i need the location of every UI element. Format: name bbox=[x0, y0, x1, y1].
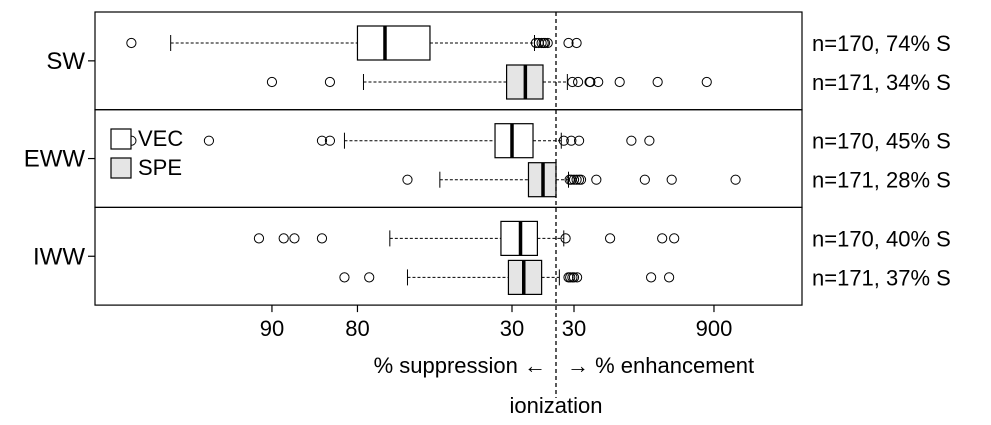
legend-swatch-vec bbox=[110, 128, 132, 150]
outlier-point bbox=[539, 37, 551, 49]
outlier-point bbox=[644, 135, 655, 146]
outlier-point bbox=[278, 233, 289, 244]
outlier-point bbox=[324, 76, 336, 88]
legend-label-spe: SPE bbox=[138, 155, 182, 180]
outlier-point bbox=[289, 233, 300, 244]
outlier-point bbox=[666, 174, 677, 185]
outlier-point bbox=[571, 272, 583, 283]
outlier-point bbox=[614, 76, 625, 88]
boxplot-spe bbox=[266, 64, 712, 100]
panel-frame bbox=[94, 206, 803, 306]
x-tick-label: 900 bbox=[696, 316, 733, 341]
outlier-point bbox=[664, 272, 675, 283]
outlier-point bbox=[566, 135, 577, 146]
outlier-point bbox=[730, 174, 741, 185]
panel-label: SW bbox=[46, 48, 85, 75]
panel-frame bbox=[94, 11, 803, 111]
boxplot-vec bbox=[126, 123, 655, 159]
row-annotation: n=170, 45% S bbox=[812, 129, 951, 154]
panel-label: IWW bbox=[33, 243, 85, 270]
x-tick-label: 90 bbox=[260, 316, 284, 341]
legend-swatch-spe bbox=[110, 157, 132, 179]
outlier-point bbox=[669, 233, 680, 244]
outlier-point bbox=[203, 135, 215, 146]
outlier-point bbox=[126, 37, 137, 49]
row-annotation: n=170, 74% S bbox=[812, 31, 951, 56]
panel-label: EWW bbox=[24, 146, 86, 173]
outlier-point bbox=[701, 76, 712, 88]
row-annotation: n=171, 28% S bbox=[812, 168, 951, 193]
outlier-point bbox=[566, 174, 577, 185]
outlier-point bbox=[266, 76, 278, 88]
outlier-point bbox=[626, 135, 637, 146]
outlier-point bbox=[604, 233, 616, 244]
outlier-point bbox=[593, 76, 604, 88]
outlier-point bbox=[324, 135, 336, 146]
box-iqr bbox=[494, 123, 534, 159]
legend-label-vec: VEC bbox=[138, 126, 183, 151]
outlier-point bbox=[572, 76, 584, 88]
box-iqr bbox=[356, 25, 431, 61]
x-tick-label: 30 bbox=[500, 316, 524, 341]
row-annotation: n=171, 37% S bbox=[812, 265, 951, 290]
panel-frame bbox=[94, 109, 803, 208]
x-axis: 9990803030900 bbox=[0, 305, 732, 341]
outlier-point bbox=[253, 233, 265, 244]
outlier-point bbox=[571, 37, 582, 49]
x-tick-label: 30 bbox=[562, 316, 586, 341]
outlier-point bbox=[639, 174, 650, 185]
boxplot-spe bbox=[402, 162, 741, 198]
outlier-point bbox=[568, 272, 580, 283]
x-label-suppression: % suppression ← bbox=[374, 353, 546, 378]
boxplot-vec bbox=[253, 220, 680, 256]
outlier-point bbox=[652, 76, 663, 88]
outlier-point bbox=[316, 135, 328, 146]
outlier-point bbox=[402, 174, 413, 185]
outlier-point bbox=[591, 174, 602, 185]
outlier-point bbox=[567, 76, 578, 88]
outlier-point bbox=[563, 37, 574, 49]
outlier-point bbox=[339, 272, 350, 283]
boxplot-vec bbox=[126, 25, 582, 61]
row-annotation: n=171, 34% S bbox=[812, 70, 951, 95]
outlier-point bbox=[364, 272, 375, 283]
outlier-point bbox=[657, 233, 668, 244]
outlier-point bbox=[571, 174, 582, 185]
legend: VEC SPE bbox=[110, 126, 183, 180]
labels-layer: SW n=170, 74% S n=171, 34% S EWW n=170, 45% … bbox=[24, 31, 951, 290]
x-label-enhancement: → % enhancement bbox=[567, 353, 754, 378]
outlier-point bbox=[558, 135, 569, 146]
outlier-point bbox=[646, 272, 657, 283]
row-annotation: n=170, 40% S bbox=[812, 226, 951, 251]
outlier-point bbox=[568, 174, 580, 185]
outlier-point bbox=[542, 37, 553, 49]
outlier-point bbox=[560, 233, 571, 244]
outlier-point bbox=[575, 174, 587, 185]
outlier-point bbox=[316, 233, 328, 244]
panels-layer bbox=[94, 11, 803, 306]
outlier-point bbox=[585, 76, 596, 88]
boxplot-spe bbox=[339, 259, 675, 295]
boxes-layer bbox=[126, 25, 741, 295]
outlier-point bbox=[584, 76, 595, 88]
outlier-point bbox=[573, 135, 585, 146]
reference-line-label: ionization bbox=[510, 393, 603, 418]
x-tick-label: 80 bbox=[345, 316, 369, 341]
